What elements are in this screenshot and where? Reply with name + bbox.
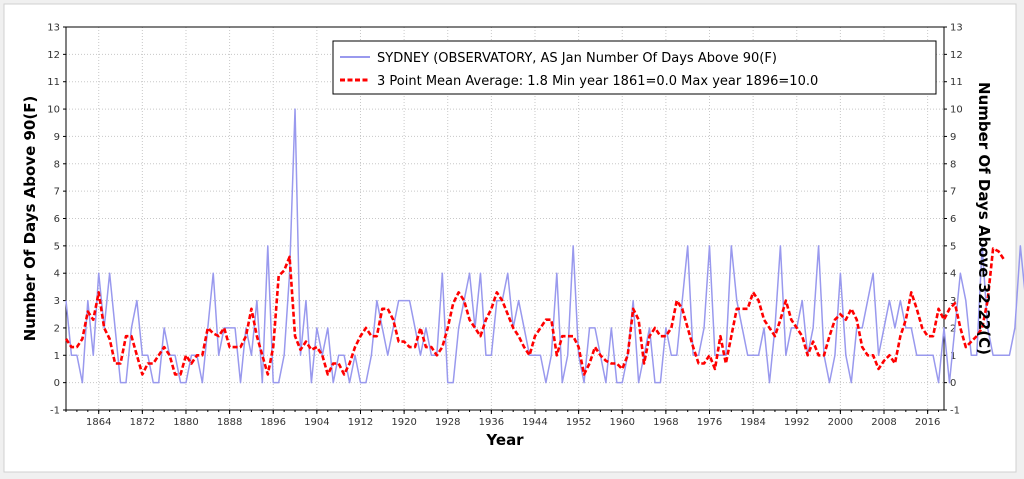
y-tick-label-left: 5 [54,241,60,252]
x-tick-label: 1984 [740,417,765,428]
legend-box [332,40,937,95]
x-tick-label: 1992 [784,417,809,428]
y-tick-label-right: 11 [950,77,963,88]
x-tick-label: 1952 [566,417,591,428]
x-tick-label: 1912 [348,417,373,428]
x-tick-label: 1928 [435,417,460,428]
series-line-3pt-mean [64,247,1006,376]
x-tick-label: 2016 [915,417,940,428]
x-tick-label: 1976 [697,417,722,428]
y-tick-label-left: 11 [47,77,60,88]
series-layer [64,108,1024,384]
x-tick-label: 1888 [217,417,242,428]
y-tick-label-right: 3 [950,296,956,307]
x-tick-label: 1880 [173,417,198,428]
y-tick-label-left: 2 [54,323,60,334]
y-tick-label-left: -1 [50,406,60,417]
x-tick-label: 1968 [653,417,678,428]
y-tick-label-right: 10 [950,105,963,116]
y-tick-label-right: 7 [950,187,956,198]
legend-label-observed: SYDNEY (OBSERVATORY, AS Jan Number Of Da… [377,51,777,66]
y-tick-label-left: 10 [47,105,60,116]
y-tick-label-right: 2 [950,323,956,334]
x-tick-label: 1920 [391,417,416,428]
y-tick-label-right: 0 [950,378,956,389]
series-line-observed [65,108,1024,384]
legend-label-mean: 3 Point Mean Average: 1.8 Min year 1861=… [377,74,818,89]
y-tick-label-right: 1 [950,351,956,362]
legend: SYDNEY (OBSERVATORY, AS Jan Number Of Da… [332,40,937,95]
plot-frame [65,26,945,411]
y-axis-title-left: Number Of Days Above 90(F) [21,96,39,342]
y-tick-label-right: 6 [950,214,956,225]
y-tick-label-left: 4 [54,269,60,280]
y-tick-label-right: 8 [950,159,956,170]
y-tick-label-left: 3 [54,296,60,307]
x-tick-label: 1936 [479,417,504,428]
y-tick-label-left: 6 [54,214,60,225]
y-tick-label-left: 1 [54,351,60,362]
x-tick-label: 1872 [130,417,155,428]
y-tick-label-left: 13 [47,23,60,34]
y-tick-label-right: 13 [950,23,963,34]
y-axis-title-right: Number Of Days Above 32.22(C) [975,82,993,355]
y-tick-label-left: 9 [54,132,60,143]
y-tick-label-right: 12 [950,50,963,61]
y-tick-label-left: 12 [47,50,60,61]
x-tick-label: 1960 [610,417,635,428]
x-tick-label: 2000 [828,417,853,428]
x-tick-label: 1904 [304,417,329,428]
y-tick-label-left: 7 [54,187,60,198]
y-tick-label-right: 5 [950,241,956,252]
x-tick-label: 1896 [261,417,286,428]
x-tick-label: 2008 [871,417,896,428]
y-tick-label-left: 0 [54,378,60,389]
y-tick-label-right: -1 [950,406,960,417]
y-tick-label-right: 4 [950,269,956,280]
x-axis-title: Year [485,431,524,449]
y-tick-label-right: 9 [950,132,956,143]
x-tick-label: 1944 [522,417,547,428]
y-tick-label-left: 8 [54,159,60,170]
x-tick-label: 1864 [86,417,111,428]
